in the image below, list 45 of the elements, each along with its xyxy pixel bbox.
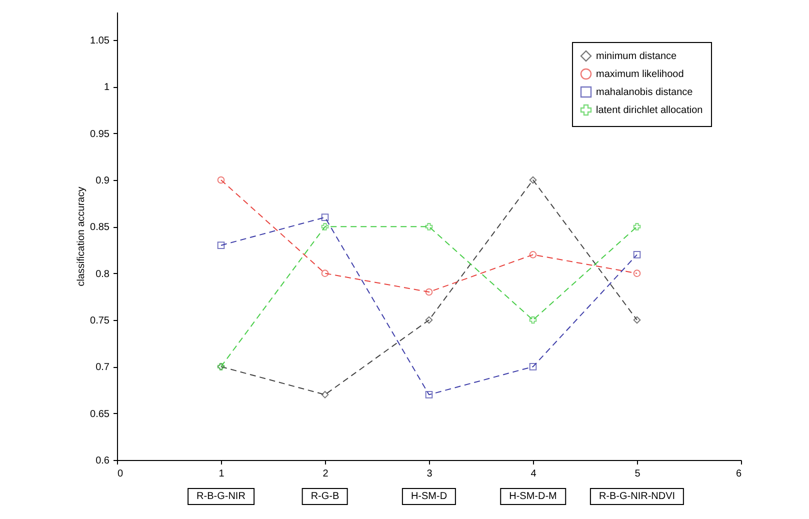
x-tick-label: 1 bbox=[218, 468, 225, 480]
point bbox=[425, 316, 433, 324]
x-tick-label: 3 bbox=[426, 468, 433, 480]
y-tick-label: 0.8 bbox=[96, 268, 110, 280]
text: R-B-G-NIR-NDVI bbox=[590, 488, 684, 505]
text: R-B-G-NIR bbox=[188, 488, 254, 505]
text: R-G-B bbox=[302, 488, 348, 505]
point bbox=[633, 251, 641, 258]
y-tick-label: 0.7 bbox=[96, 362, 110, 374]
x-tick-label: 4 bbox=[530, 468, 537, 480]
y-tick-label: 0.95 bbox=[90, 128, 110, 140]
point bbox=[321, 391, 329, 398]
x-tick-label: 0 bbox=[118, 468, 124, 480]
y-tick-label: 0.6 bbox=[96, 456, 110, 466]
legend-label: mahalanobis distance bbox=[596, 87, 694, 98]
point bbox=[425, 391, 433, 398]
point bbox=[633, 316, 641, 324]
point bbox=[321, 223, 329, 230]
point bbox=[425, 288, 433, 296]
point bbox=[217, 242, 225, 249]
legend-label: minimum distance bbox=[596, 51, 678, 62]
y-tick-label: 0.85 bbox=[90, 222, 110, 234]
point bbox=[321, 270, 329, 277]
x-tick-label: 6 bbox=[736, 468, 742, 480]
y-tick-label: 1.05 bbox=[90, 36, 110, 46]
point bbox=[425, 223, 433, 230]
text: H-SM-D bbox=[402, 488, 456, 505]
text: H-SM-D-M bbox=[500, 488, 566, 505]
legend-label: latent dirichlet allocation bbox=[596, 105, 703, 116]
y-tick-label: 1 bbox=[104, 82, 110, 94]
point bbox=[633, 223, 641, 230]
x-tick-label: 2 bbox=[322, 468, 329, 480]
point bbox=[529, 316, 537, 324]
x-tick-label: 5 bbox=[634, 468, 641, 480]
point bbox=[633, 270, 641, 277]
point bbox=[529, 363, 537, 370]
y-tick-label: 0.9 bbox=[96, 176, 110, 186]
y-tick-label: 0.75 bbox=[90, 316, 110, 326]
point bbox=[321, 214, 329, 221]
legend-label: maximum likelihood bbox=[596, 69, 684, 80]
point bbox=[529, 176, 537, 184]
point bbox=[217, 176, 225, 184]
point bbox=[529, 251, 537, 258]
y-tick-label: 0.65 bbox=[90, 408, 110, 420]
y-axis-title: classification accuracy bbox=[76, 186, 88, 286]
